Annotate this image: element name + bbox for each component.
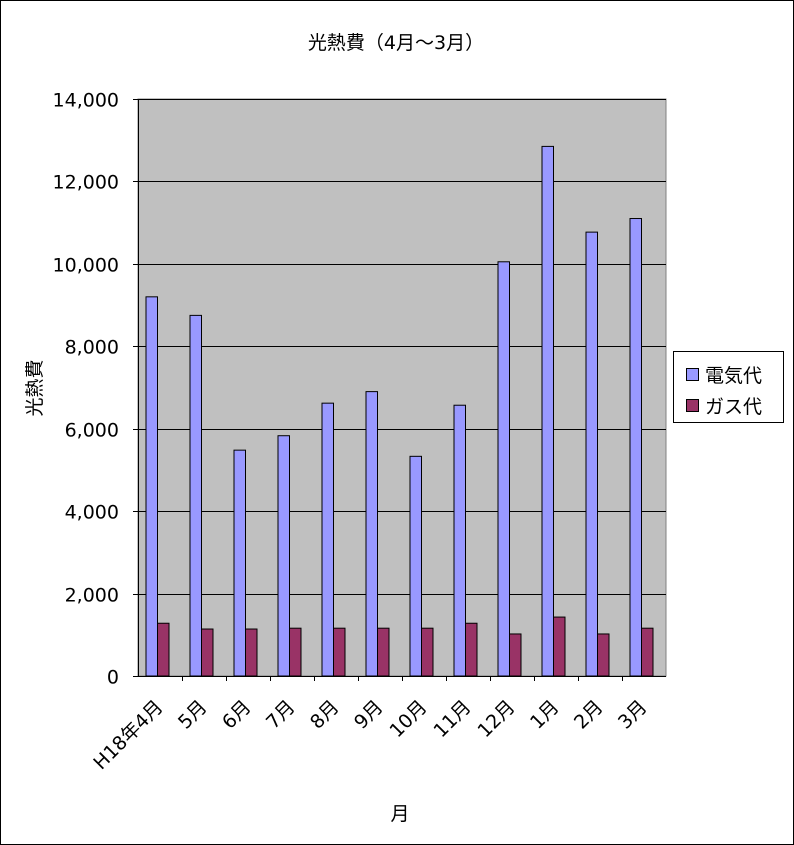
x-tick-label: 8月 [306,696,344,734]
bar-electricity [541,145,554,677]
y-axis-label: 光熱費 [24,359,46,416]
bar-gas [245,628,258,677]
y-tick-label: 4,000 [65,502,119,524]
bar-electricity [453,404,466,677]
bar-gas [157,622,170,677]
x-tick-label: 1月 [526,696,564,734]
bar-gas [597,633,610,677]
bar-gas [289,627,302,677]
bar-electricity [497,261,510,677]
x-tick-label: 9月 [350,696,388,734]
y-tick-label: 10,000 [53,255,119,277]
x-tick-label: 12月 [473,696,519,742]
x-tick-label: 5月 [174,696,212,734]
y-tick-label: 12,000 [53,172,119,194]
bar-electricity [189,314,202,677]
x-tick-label: 2月 [570,696,608,734]
bar-electricity [409,455,422,677]
y-tick-label: 6,000 [65,420,119,442]
y-tick-label: 0 [107,667,119,689]
bar-electricity [629,218,642,677]
y-tick-label: 2,000 [65,585,119,607]
bars [145,145,654,677]
x-tick-label: 10月 [385,696,431,742]
legend-item-gas: ガス代 [686,393,763,418]
legend: 電気代 ガス代 [673,351,784,423]
x-tick-label: 3月 [614,696,652,734]
bar-electricity [233,449,246,677]
axes [133,99,666,681]
bar-gas [201,628,214,677]
bar-gas [509,633,522,677]
legend-swatch-electricity [686,367,699,381]
bar-gas [421,627,434,677]
gridlines [138,99,666,595]
x-tick-label: 11月 [429,696,475,742]
legend-swatch-gas [686,398,699,412]
legend-label-electricity: 電気代 [705,364,763,387]
bar-electricity [365,391,378,677]
legend-item-electricity: 電気代 [686,362,763,387]
bar-electricity [585,231,598,677]
bar-gas [553,616,566,677]
chart-title: 光熱費（4月～3月） [308,32,484,54]
y-tick-label: 8,000 [65,337,119,359]
plot-area [137,98,667,677]
legend-label-gas: ガス代 [705,395,763,418]
y-tick-label: 14,000 [53,90,119,112]
bar-gas [641,627,654,677]
x-tick-label: 7月 [262,696,300,734]
bar-electricity [321,402,334,677]
x-tick-label: 6月 [218,696,256,734]
y-tick-labels: 0 2,000 4,000 6,000 8,000 10,000 12,000 14,000 [53,90,119,689]
bar-gas [377,627,390,677]
x-tick-label: H18年4月 [89,696,167,774]
bar-electricity [277,435,290,677]
bar-gas [465,622,478,677]
bar-gas [333,627,346,677]
x-axis-label: 月 [390,803,409,825]
bar-electricity [145,296,158,677]
